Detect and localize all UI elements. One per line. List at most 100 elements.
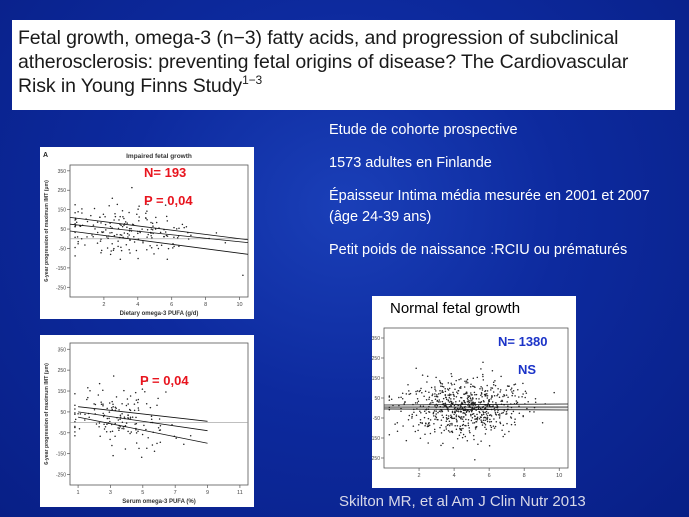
data-point	[454, 424, 456, 427]
data-point	[125, 243, 128, 246]
data-point	[84, 244, 86, 246]
data-point	[151, 444, 154, 446]
data-point	[88, 416, 90, 419]
data-point	[440, 385, 442, 387]
annotation: NS	[518, 362, 536, 377]
data-point	[86, 236, 88, 238]
data-point	[447, 417, 450, 420]
data-point	[141, 228, 143, 230]
data-point	[119, 215, 121, 218]
data-point	[133, 241, 136, 243]
data-point	[146, 219, 148, 221]
data-point	[164, 204, 167, 206]
data-point	[471, 409, 473, 412]
data-point	[431, 393, 434, 395]
data-point	[458, 416, 461, 419]
data-point	[93, 409, 96, 411]
y-tick-label: -150	[372, 436, 380, 442]
data-point	[508, 385, 510, 387]
data-point	[448, 394, 451, 397]
data-point	[446, 407, 449, 409]
data-point	[444, 394, 447, 396]
data-point	[453, 383, 456, 385]
data-point	[129, 252, 131, 254]
data-point	[456, 407, 459, 410]
annotation: N= 193	[144, 165, 186, 180]
data-point	[417, 429, 419, 432]
data-point	[449, 431, 451, 433]
data-point	[181, 223, 184, 226]
data-point	[487, 402, 489, 405]
data-point	[388, 399, 391, 401]
data-point	[470, 392, 472, 394]
ci-upper-line	[69, 217, 249, 241]
data-point	[98, 382, 101, 385]
data-point	[479, 407, 482, 410]
data-point	[117, 240, 119, 242]
data-point	[130, 431, 133, 433]
data-point	[405, 439, 408, 442]
data-point	[103, 423, 105, 425]
data-point	[165, 391, 167, 393]
data-point	[416, 402, 419, 404]
data-point	[138, 219, 140, 222]
data-point	[110, 250, 112, 252]
data-point	[111, 400, 113, 403]
data-point	[138, 205, 140, 207]
data-point	[106, 407, 108, 410]
data-point	[409, 392, 412, 395]
data-point	[478, 398, 480, 400]
data-point	[480, 421, 483, 423]
data-point	[112, 454, 114, 457]
data-point	[451, 424, 453, 426]
data-point	[153, 253, 155, 255]
data-point	[147, 233, 149, 236]
data-point	[492, 381, 495, 383]
data-point	[102, 213, 105, 216]
data-point	[471, 394, 473, 396]
x-tick-label: 4	[453, 473, 456, 479]
data-point	[155, 216, 157, 219]
data-point	[416, 390, 419, 392]
y-tick-label: -250	[56, 285, 66, 291]
data-point	[441, 410, 444, 413]
data-point	[97, 394, 100, 396]
data-point	[518, 396, 520, 398]
data-point	[493, 427, 496, 429]
annotation: P = 0,04	[140, 373, 189, 388]
data-point	[166, 235, 169, 237]
data-point	[444, 396, 447, 399]
data-point	[430, 386, 433, 389]
data-point	[84, 419, 86, 421]
data-point	[435, 416, 438, 419]
data-point	[462, 433, 465, 436]
data-point	[425, 412, 427, 415]
data-point	[501, 399, 503, 402]
data-point	[93, 403, 95, 405]
data-point	[131, 416, 134, 418]
data-point	[469, 385, 472, 388]
data-point	[479, 388, 481, 390]
data-point	[394, 423, 396, 425]
data-point	[460, 385, 462, 388]
data-point	[474, 386, 476, 388]
y-tick-label: 150	[372, 376, 380, 382]
data-point	[407, 419, 410, 421]
data-point	[147, 437, 149, 439]
data-point	[452, 446, 454, 449]
y-tick-label: 50	[60, 227, 66, 233]
data-point	[490, 420, 493, 423]
data-point	[499, 391, 501, 393]
data-point	[150, 246, 153, 249]
data-point	[471, 397, 474, 399]
data-point	[460, 378, 462, 380]
data-point	[497, 388, 499, 390]
data-point	[185, 225, 188, 228]
data-point	[465, 411, 468, 413]
data-point	[478, 418, 481, 420]
data-point	[492, 425, 495, 427]
data-point	[156, 244, 158, 247]
x-tick-label: 6	[488, 473, 491, 479]
title-superscript: 1−3	[242, 73, 263, 87]
data-point	[145, 212, 147, 215]
